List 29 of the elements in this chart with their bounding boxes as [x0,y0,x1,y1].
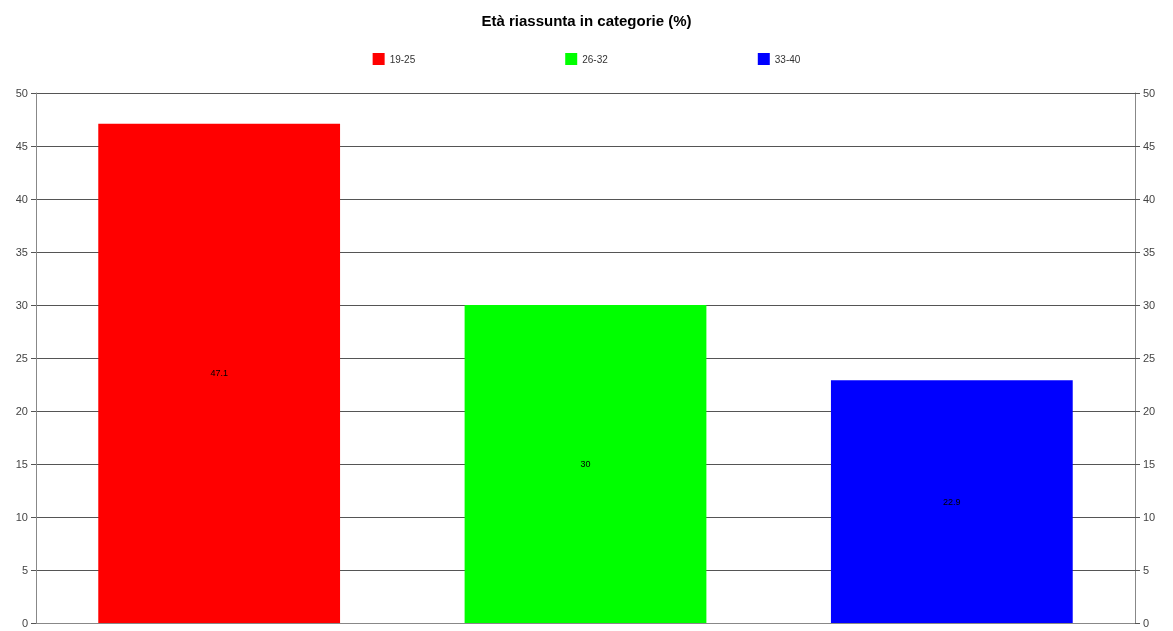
data-label: 22.9 [943,496,961,507]
y-tick-label: 5 [21,564,28,576]
y-tick-label: 50 [15,87,28,99]
y2-tick-label: 5 [1143,564,1150,576]
y2-tick-label: 25 [1143,352,1156,364]
y2-tick-label: 0 [1143,617,1150,629]
y-tick-label: 15 [15,458,28,470]
legend-label: 19-25 [389,53,416,65]
y2-tick-label: 35 [1143,246,1156,258]
y2-tick-label: 45 [1143,140,1156,152]
data-label: 30 [580,459,591,469]
y-tick-label: 20 [15,405,28,417]
y-tick-label: 10 [15,511,28,523]
y-tick-label: 45 [15,140,28,152]
y2-tick-label: 15 [1143,458,1156,470]
y-tick-label: 35 [15,246,28,258]
y-tick-label: 30 [15,299,28,311]
y2-tick-label: 50 [1143,87,1156,99]
y2-tick-label: 20 [1143,405,1156,417]
y2-tick-label: 30 [1143,299,1156,311]
y2-tick-label: 40 [1143,193,1156,205]
y-tick-label: 0 [21,617,28,629]
y-tick-label: 40 [15,193,28,205]
y-tick-label: 25 [15,352,28,364]
y2-tick-label: 10 [1143,511,1156,523]
legend-label: 26-32 [582,53,609,65]
legend-label: 33-40 [774,53,801,65]
data-label: 47.1 [210,368,228,379]
chart-title: Età riassunta in categorie (%) [481,12,692,29]
